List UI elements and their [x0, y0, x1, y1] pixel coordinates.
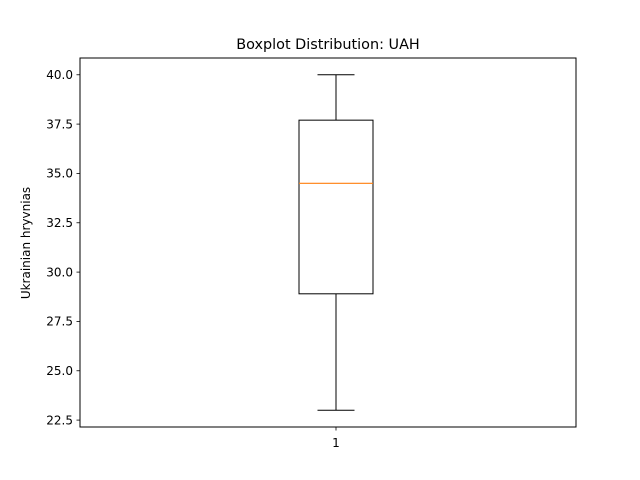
chart-title: Boxplot Distribution: UAH — [236, 37, 419, 53]
y-tick-label: 32.5 — [46, 216, 73, 230]
axes-frame — [79, 57, 577, 428]
box-iqr — [298, 119, 374, 295]
y-tick-label: 22.5 — [46, 413, 73, 427]
y-tick-label: 37.5 — [46, 117, 73, 131]
y-tick-label: 30.0 — [46, 265, 73, 279]
x-tick-label: 1 — [332, 436, 340, 450]
x-axis: 1 — [332, 427, 340, 450]
plot-area — [298, 74, 374, 411]
y-axis-label: Ukrainian hryvnias — [19, 187, 33, 299]
y-tick-label: 25.0 — [46, 364, 73, 378]
y-tick-label: 40.0 — [46, 68, 73, 82]
y-tick-label: 35.0 — [46, 167, 73, 181]
y-tick-label: 27.5 — [46, 315, 73, 329]
y-axis: 22.5 25.0 27.5 30.0 32.5 35.0 37.5 40.0 — [46, 68, 80, 427]
